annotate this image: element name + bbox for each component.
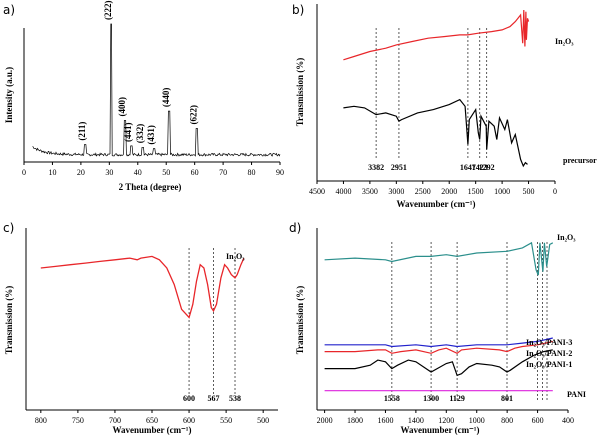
panel-d-marker-label: 1300 (423, 394, 439, 403)
panel-a-label: a) (3, 3, 15, 17)
panel-d-marker-label: 801 (501, 394, 513, 403)
panel-d-series-in2o3 (324, 241, 554, 276)
panel-c-tick-label: 550 (220, 416, 232, 425)
panel-c-y-label: Transmission (%) (4, 286, 14, 355)
panel-a: a) 0 10 20 30 40 50 60 70 80 90 (211) (222) (400) (4… (3, 0, 284, 192)
panel-d-x-label: Wavenumber (cm⁻¹) (400, 425, 479, 435)
panel-d-tick-label: 1000 (469, 416, 485, 425)
panel-b-series-precursor (343, 98, 528, 168)
panel-b-legend-precursor: precursor (563, 156, 597, 165)
panel-d-marker-label: 1129 (449, 394, 465, 403)
panel-b-marker-label: 2951 (391, 163, 407, 172)
panel-a-tick-label: 40 (134, 168, 142, 177)
panel-d-y-label: Transmission (%) (295, 286, 305, 355)
panel-c-tick-label: 700 (109, 416, 121, 425)
panel-a-tick-label: 50 (162, 168, 170, 177)
panel-b-tick-label: 2500 (415, 187, 431, 196)
panel-c-marker-label: 567 (208, 394, 220, 403)
panel-a-tick-label: 10 (48, 168, 56, 177)
panel-a-tick-label: 30 (105, 168, 113, 177)
panel-a-peak-labels: (211) (222) (400) (441) (332) (431) (440) (622) (77, 0, 199, 144)
panel-a-tick-label: 20 (77, 168, 85, 177)
panel-c-tick-label: 750 (72, 416, 84, 425)
panel-b-tick-label: 4500 (309, 187, 325, 196)
panel-d-tick-label: 600 (532, 416, 544, 425)
panel-b-marker-label: 1423 (472, 163, 488, 172)
panel-b-y-label: Transmission (%) (295, 58, 305, 127)
panel-c-marker-label: 538 (229, 394, 241, 403)
panel-d-tick-label: 1600 (377, 416, 393, 425)
panel-d-legend-pani-3: In₂O₃/PANI-3 (526, 338, 572, 347)
panel-c-tick-label: 800 (35, 416, 47, 425)
panel-a-x-label: 2 Theta (degree) (119, 182, 182, 192)
panel-c-marker-label: 600 (183, 394, 195, 403)
panel-b-series-in2o3 (343, 9, 530, 61)
panel-c-tick-label: 500 (257, 416, 269, 425)
panel-d-legend-pani-2: In₂O₃/PANI-2 (526, 349, 572, 358)
panel-d-series-pani-1 (324, 349, 553, 377)
panel-a-tick-label: 90 (276, 168, 284, 177)
panel-a-peak-label: (440) (161, 88, 171, 108)
panel-c: c) 600 567 538 800 750 700 650 600 550 500 In₂O₃… (3, 221, 278, 435)
panel-c-tick-label: 600 (183, 416, 195, 425)
panel-b-label: b) (292, 3, 304, 17)
panel-a-y-label: Intensity (a.u.) (4, 67, 14, 123)
panel-a-peak-label: (431) (146, 125, 156, 145)
panel-a-peak-label: (222) (103, 0, 113, 20)
panel-b-tick-label: 3500 (362, 187, 378, 196)
panel-c-label: c) (3, 221, 14, 235)
panel-a-tick-label: 60 (191, 168, 199, 177)
panel-d-tick-label: 1200 (438, 416, 454, 425)
panel-b-marker-label: 3382 (368, 163, 384, 172)
panel-b-ticks: 4500 4000 3500 3000 2500 2000 1500 1000 500 0 (309, 181, 557, 196)
panel-b-tick-label: 2000 (441, 187, 457, 196)
panel-d-markers: 1558 1300 1129 801 (384, 242, 548, 403)
panel-c-markers: 600 567 538 (183, 248, 241, 403)
panel-d-tick-label: 800 (501, 416, 513, 425)
panel-a-peak-label: (400) (117, 97, 127, 117)
panel-d-tick-label: 1400 (408, 416, 424, 425)
panel-d-tick-label: 2000 (317, 416, 333, 425)
panel-b-marker-label: 1292 (479, 163, 495, 172)
panel-b-tick-label: 3000 (388, 187, 404, 196)
panel-a-tick-label: 0 (22, 168, 26, 177)
panel-b-legend-in2o3: In₂O₃ (555, 37, 574, 46)
panel-d: d) 1558 1300 1129 801 2000 1800 1600 1400 1200 1… (289, 221, 586, 435)
panel-d-label: d) (289, 221, 301, 235)
panel-a-peak-label: (622) (189, 105, 199, 125)
panel-d-marker-label: 1558 (384, 394, 400, 403)
panel-a-peak-label: (211) (77, 122, 87, 141)
panel-a-peak-label: (332) (135, 124, 145, 144)
panel-a-xrd-curve (32, 23, 281, 157)
panel-b-marker-label: 1647 (460, 163, 476, 172)
panel-c-tick-label: 650 (146, 416, 158, 425)
panel-c-ticks: 800 750 700 650 600 550 500 (35, 410, 269, 425)
panel-a-tick-label: 80 (248, 168, 256, 177)
panel-b-tick-label: 500 (523, 187, 535, 196)
panel-b-tick-label: 4000 (335, 187, 351, 196)
panel-a-ticks: 0 10 20 30 40 50 60 70 80 90 (22, 162, 284, 177)
panel-d-ticks: 2000 1800 1600 1400 1200 1000 800 600 400 (317, 410, 574, 425)
panel-a-peak-label: (441) (123, 122, 133, 142)
panel-b-tick-label: 1000 (494, 187, 510, 196)
panel-a-tick-label: 70 (219, 168, 227, 177)
panel-d-tick-label: 400 (562, 416, 574, 425)
panel-d-series-pani-3 (324, 337, 553, 348)
panel-d-series-pani-2 (324, 340, 553, 354)
panel-d-legend-pani-1: In₂O₃/PANI-1 (526, 360, 572, 369)
panel-c-series-in2o3 (40, 255, 245, 319)
panel-b-tick-label: 1500 (468, 187, 484, 196)
panel-c-x-label: Wavenumber (cm⁻¹) (112, 425, 191, 435)
panel-b-tick-label: 0 (553, 187, 557, 196)
panel-d-legend-in2o3: In₂O₃ (557, 233, 576, 242)
panel-d-legend-pani: PANI (567, 390, 586, 399)
panel-c-legend-in2o3: In₂O₃ (226, 252, 245, 261)
panel-d-tick-label: 1800 (347, 416, 363, 425)
panel-b-x-label: Wavenumber (cm⁻¹) (396, 199, 475, 209)
